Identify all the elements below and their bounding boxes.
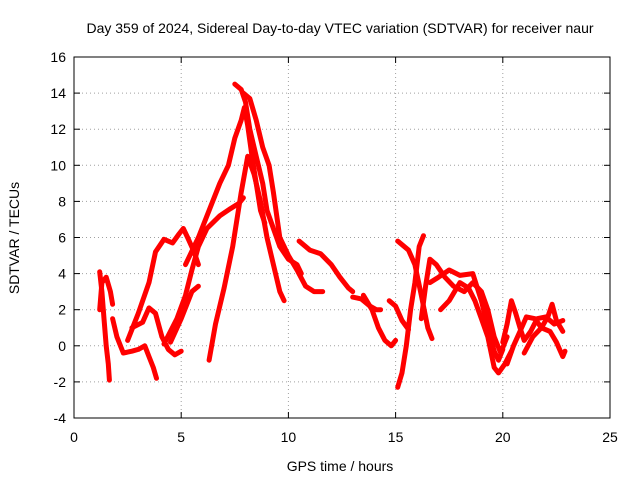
tick-labels: 0 5 10 15 20 25 -4 -2 0 2 4 6 8 10 12 14 16 [50,49,618,445]
series-track-23 [521,325,568,360]
y-tick-label: 0 [58,338,66,354]
series-track-17 [395,233,426,390]
series-track-2 [97,274,116,313]
y-tick-label: 6 [58,230,66,246]
y-tick-label: 14 [50,85,66,101]
y-tick-label: 12 [50,121,66,137]
series-track-5 [129,305,184,358]
x-tick-label: 15 [388,429,404,445]
series-track-15 [386,298,411,333]
y-tick-label: 2 [58,302,66,318]
x-tick-label: 10 [281,429,297,445]
x-tick-label: 5 [177,429,185,445]
grid [74,57,610,418]
series-track-19 [427,267,506,363]
series-track-16 [395,238,435,342]
y-tick-label: -2 [54,374,67,390]
series-track-7 [168,283,201,345]
series-track-14 [360,292,399,349]
x-tick-label: 20 [495,429,511,445]
y-tick-label: 4 [58,266,66,282]
y-axis-label: SDTVAR / TECUs [6,182,22,294]
series-track-6 [161,195,246,347]
series-track-3 [110,316,159,381]
series-track-11 [240,90,326,295]
x-tick-label: 25 [602,429,618,445]
y-tick-label: 16 [50,49,66,65]
x-tick-label: 0 [70,429,78,445]
y-tick-label: -4 [54,410,67,426]
y-tick-label: 10 [50,157,66,173]
series-track-4 [125,226,201,343]
axis-ticks [73,56,611,419]
series-track-8 [183,105,268,268]
series-track-22 [504,301,566,367]
series-track-9 [206,153,287,363]
series-track-12 [296,238,356,295]
series-group [97,81,568,390]
series-track-20 [438,280,514,376]
x-axis-label: GPS time / hours [287,458,394,474]
chart-title: Day 359 of 2024, Sidereal Day-to-day VTE… [86,20,593,36]
y-tick-label: 8 [58,193,66,209]
series-track-18 [418,256,510,356]
